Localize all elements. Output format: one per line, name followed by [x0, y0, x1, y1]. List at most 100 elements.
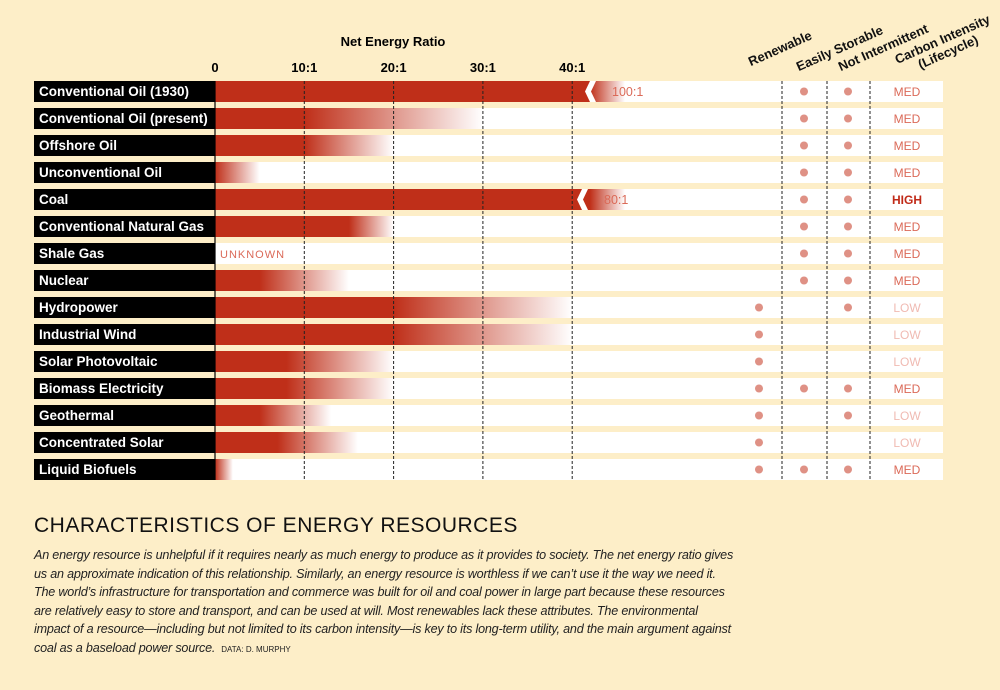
- dot-storable: [800, 195, 808, 204]
- tick-label: 10:1: [291, 60, 317, 75]
- row-label: Liquid Biofuels: [39, 462, 137, 477]
- row-label-background: [34, 432, 215, 453]
- row-label: Coal: [39, 192, 68, 207]
- description: An energy resource is unhelpful if it re…: [34, 546, 734, 660]
- dot-not_intermittent: [844, 195, 852, 204]
- dot-renewable: [755, 438, 763, 447]
- dot-not_intermittent: [844, 384, 852, 393]
- data-credit: DATA: D. MURPHY: [221, 644, 291, 654]
- bar: [215, 405, 332, 426]
- dot-not_intermittent: [844, 114, 852, 123]
- dot-storable: [800, 141, 808, 150]
- bar: [215, 270, 349, 291]
- break-value-label: 100:1: [612, 85, 643, 99]
- carbon-intensity-value: LOW: [893, 409, 921, 423]
- dot-storable: [800, 114, 808, 123]
- row-background: [215, 243, 943, 264]
- row-label-background: [34, 189, 215, 210]
- bar: [215, 432, 358, 453]
- row-label-background: [34, 270, 215, 291]
- row-label-background: [34, 459, 215, 480]
- row-label: Conventional Natural Gas: [39, 219, 204, 234]
- carbon-intensity-value: MED: [894, 274, 921, 288]
- row-label-background: [34, 351, 215, 372]
- tick-label: 0: [211, 60, 218, 75]
- dot-storable: [800, 249, 808, 258]
- row-label: Industrial Wind: [39, 327, 136, 342]
- row-label-background: [34, 324, 215, 345]
- bar: [215, 108, 483, 129]
- dot-not_intermittent: [844, 303, 852, 312]
- row-label-background: [34, 378, 215, 399]
- carbon-intensity-value: MED: [894, 463, 921, 477]
- carbon-intensity-value: LOW: [893, 301, 921, 315]
- dot-not_intermittent: [844, 222, 852, 231]
- chart-title: Net Energy Ratio: [341, 34, 446, 49]
- carbon-intensity-value: MED: [894, 220, 921, 234]
- row-label-background: [34, 108, 215, 129]
- carbon-intensity-value: MED: [894, 166, 921, 180]
- dot-renewable: [755, 411, 763, 420]
- row-label: Biomass Electricity: [39, 381, 164, 396]
- row-background: [215, 135, 943, 156]
- row-label-background: [34, 162, 215, 183]
- row-label-background: [34, 243, 215, 264]
- dot-storable: [800, 168, 808, 177]
- row-label: Hydropower: [39, 300, 119, 315]
- dot-not_intermittent: [844, 276, 852, 285]
- row-background: [215, 432, 943, 453]
- tick-label: 40:1: [559, 60, 585, 75]
- dot-not_intermittent: [844, 465, 852, 474]
- tick-label: 20:1: [381, 60, 407, 75]
- net-energy-chart: Net Energy Ratio 0 10:1 20:1 30:1 40:1 Convent…: [34, 34, 943, 480]
- dot-not_intermittent: [844, 87, 852, 96]
- dot-renewable: [755, 330, 763, 339]
- dot-renewable: [755, 384, 763, 393]
- row-background: [215, 162, 943, 183]
- axis-break: [577, 189, 588, 210]
- row-label: Geothermal: [39, 408, 114, 423]
- dot-storable: [800, 87, 808, 96]
- bar: [215, 459, 233, 480]
- carbon-intensity-value: LOW: [893, 436, 921, 450]
- row-label: Concentrated Solar: [39, 435, 164, 450]
- unknown-label: UNKNOWN: [220, 249, 285, 261]
- row-label: Offshore Oil: [39, 138, 117, 153]
- bar: [215, 189, 625, 210]
- row-background: [215, 270, 943, 291]
- description-text: An energy resource is unhelpful if it re…: [34, 548, 734, 655]
- row-label-background: [34, 405, 215, 426]
- carbon-intensity-value: MED: [894, 139, 921, 153]
- axis-break: [585, 81, 596, 102]
- carbon-intensity-value: LOW: [893, 355, 921, 369]
- row-label-background: [34, 216, 215, 237]
- carbon-intensity-value: MED: [894, 382, 921, 396]
- dot-renewable: [755, 303, 763, 312]
- dot-storable: [800, 465, 808, 474]
- row-label: Conventional Oil (1930): [39, 84, 189, 99]
- bar: [215, 324, 573, 345]
- row-label: Unconventional Oil: [39, 165, 162, 180]
- row-label-background: [34, 135, 215, 156]
- row-label: Solar Photovoltaic: [39, 354, 158, 369]
- row-label: Nuclear: [39, 273, 89, 288]
- row-label-background: [34, 297, 215, 318]
- tick-label: 30:1: [470, 60, 496, 75]
- row-label-background: [34, 81, 215, 102]
- row-label: Shale Gas: [39, 246, 104, 261]
- row-background: [215, 459, 943, 480]
- bar: [215, 135, 394, 156]
- row-background: [215, 351, 943, 372]
- break-value-label: 80:1: [604, 193, 628, 207]
- row-background: [215, 405, 943, 426]
- carbon-intensity-value: LOW: [893, 328, 921, 342]
- dot-not_intermittent: [844, 249, 852, 258]
- row-background: [215, 216, 943, 237]
- bar: [215, 162, 260, 183]
- section-heading: CHARACTERISTICS OF ENERGY RESOURCES: [34, 514, 518, 537]
- dot-renewable: [755, 357, 763, 366]
- dot-not_intermittent: [844, 168, 852, 177]
- carbon-intensity-value: MED: [894, 247, 921, 261]
- dot-not_intermittent: [844, 141, 852, 150]
